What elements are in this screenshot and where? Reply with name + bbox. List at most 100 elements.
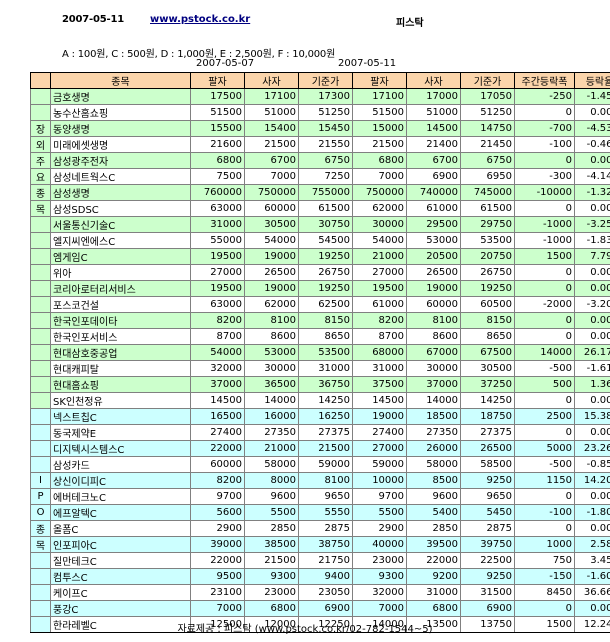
- table-row[interactable]: O에프알텍C560055005550550054005450-100-1.80%…: [30, 504, 610, 521]
- stock-name-cell[interactable]: 한국인포서비스: [50, 328, 191, 345]
- stock-name-cell[interactable]: 에프알텍C: [50, 504, 191, 521]
- cell-curr-sell: 6800: [352, 152, 407, 169]
- table-row[interactable]: 한라레벨C 12500 12000 12250 14000 13500 13750 1500 1…: [30, 616, 610, 633]
- cell-prev-sell: 37000: [190, 376, 245, 393]
- cell-curr-buy: 19000: [406, 280, 461, 297]
- stock-name-cell[interactable]: 포스코건설: [50, 296, 191, 313]
- table-row[interactable]: 금호생명 17500 17100 17300 17100 17000 17050 -250 -1…: [30, 88, 610, 105]
- stock-name-cell[interactable]: 코리아로터리서비스: [50, 280, 191, 297]
- stock-name-cell[interactable]: 한국인포데이타: [50, 312, 191, 329]
- stock-name-cell[interactable]: SK인천정유: [50, 392, 191, 409]
- table-row[interactable]: 장 동양생명 15500 15400 15450 15000 14500 14750 -700-…: [30, 120, 610, 137]
- stock-name-cell[interactable]: 넥스트칩C: [50, 408, 191, 425]
- stock-name-cell[interactable]: 엘지씨엔에스C: [50, 232, 191, 249]
- stock-name-cell[interactable]: 현대홈쇼핑: [50, 376, 191, 393]
- stock-name-cell[interactable]: 상신이디피C: [50, 472, 191, 489]
- header-curr-base[interactable]: 기준가: [460, 72, 515, 89]
- stock-name-cell[interactable]: 삼성광주전자: [50, 152, 191, 169]
- table-row[interactable]: 삼성카드 60000 58000 59000 59000 58000 58500 -500 -0…: [30, 456, 610, 473]
- cell-curr-base: 60500: [460, 296, 515, 313]
- stock-name-cell[interactable]: 삼성생명: [50, 184, 191, 201]
- stock-name-cell[interactable]: 컴투스C: [50, 568, 191, 585]
- stock-name-cell[interactable]: 현대캐피탈: [50, 360, 191, 377]
- table-row[interactable]: 넥스트칩C 16500 16000 16250 19000 18500 18750 2500 1…: [30, 408, 610, 425]
- stock-name-cell[interactable]: 올폼C: [50, 520, 191, 537]
- table-row[interactable]: 목 삼성SDSC 63000 60000 61500 62000 61000 61500 0 0.…: [30, 200, 610, 217]
- table-row[interactable]: SK인천정유 14500 14000 14250 14500 14000 14250 0 0.0…: [30, 392, 610, 409]
- stock-name-cell[interactable]: 농수산홈쇼핑: [50, 104, 191, 121]
- cell-change-rate: 0.00%: [574, 312, 610, 329]
- header-name[interactable]: 종목: [50, 72, 191, 89]
- table-row[interactable]: 케이프C 23100 23000 23050 32000 31000 31500 8450 36…: [30, 584, 610, 601]
- table-row[interactable]: 현대삼호중공업 54000 53000 53500 68000 67000 67500 140…: [30, 344, 610, 361]
- stock-name-cell[interactable]: 케이프C: [50, 584, 191, 601]
- stock-name-cell[interactable]: 에버테크노C: [50, 488, 191, 505]
- stock-name-cell[interactable]: 서울통신기술C: [50, 216, 191, 233]
- stock-name-cell[interactable]: 삼성네트웍스C: [50, 168, 191, 185]
- stock-name-cell[interactable]: 인포피아C: [50, 536, 191, 553]
- cell-weekly-change: 0: [514, 264, 575, 281]
- table-row[interactable]: 현대캐피탈 32000 30000 31000 31000 30000 30500 -500-…: [30, 360, 610, 377]
- previous-week-date: 2007-05-07: [196, 58, 255, 69]
- section-label-char: [30, 312, 51, 329]
- table-row[interactable]: 요 삼성네트웍스C 7500 7000 7250 7000 6900 6950 -300 -4.1…: [30, 168, 610, 185]
- header-weekly-change[interactable]: 주간등락폭: [514, 72, 575, 89]
- stock-name-cell[interactable]: 동국제약E: [50, 424, 191, 441]
- section-label-char: [30, 88, 51, 105]
- stock-name-cell[interactable]: 현대삼호중공업: [50, 344, 191, 361]
- stock-name-cell[interactable]: 엠게임C: [50, 248, 191, 265]
- cell-curr-buy: 67000: [406, 344, 461, 361]
- table-row[interactable]: 서울통신기술C 31000 30500 30750 30000 29500 29750 -10…: [30, 216, 610, 233]
- table-row[interactable]: 현대홈쇼핑 37000 36500 36750 37500 37000 37250 500 1.…: [30, 376, 610, 393]
- cell-prev-buy: 60000: [244, 200, 299, 217]
- stock-name-cell[interactable]: 질만테크C: [50, 552, 191, 569]
- table-row[interactable]: 엠게임C 19500 19000 19250 21000 20500 20750 1500 7.…: [30, 248, 610, 265]
- cell-prev-base: 8650: [298, 328, 353, 345]
- cell-weekly-change: 1500: [514, 616, 575, 633]
- cell-prev-buy: 8100: [244, 312, 299, 329]
- stock-name-cell[interactable]: 한라레벨C: [50, 616, 191, 633]
- header-curr-buy[interactable]: 사자: [406, 72, 461, 89]
- header-change-rate[interactable]: 등락율: [574, 72, 610, 89]
- pstock-website-link[interactable]: www.pstock.co.kr: [150, 14, 251, 25]
- table-row[interactable]: 코리아로터리서비스 19500 19000 19250 19500 19000 19250 0…: [30, 280, 610, 297]
- stock-name-cell[interactable]: 동양생명: [50, 120, 191, 137]
- cell-prev-sell: 63000: [190, 200, 245, 217]
- header-prev-sell[interactable]: 팔자: [190, 72, 245, 89]
- cell-weekly-change: 0: [514, 312, 575, 329]
- table-row[interactable]: 디지텍시스템스C 22000 21000 21500 27000 26000 26500 50…: [30, 440, 610, 457]
- table-row[interactable]: 농수산홈쇼핑 51500 51000 51250 51500 51000 51250 0 0.0…: [30, 104, 610, 121]
- stock-name-cell[interactable]: 삼성SDSC: [50, 200, 191, 217]
- table-row[interactable]: 목 인포피아C 39000 38500 38750 40000 39500 39750 1000…: [30, 536, 610, 553]
- header-prev-buy[interactable]: 사자: [244, 72, 299, 89]
- stock-name-cell[interactable]: 삼성카드: [50, 456, 191, 473]
- table-row[interactable]: P에버테크노C97009600965097009600965000.00%공모완…: [30, 488, 610, 505]
- table-row[interactable]: 동국제약E27400273502737527400273502737500.00…: [30, 424, 610, 441]
- stock-name-cell[interactable]: 위아: [50, 264, 191, 281]
- header-curr-sell[interactable]: 팔자: [352, 72, 407, 89]
- stock-name-cell[interactable]: 미래에셋생명: [50, 136, 191, 153]
- cell-weekly-change: -2000: [514, 296, 575, 313]
- table-row[interactable]: 질만테크C 22000 21500 21750 23000 22000 22500 750 3.…: [30, 552, 610, 569]
- table-row[interactable]: 종 삼성생명 760000 750000 755000 750000 740000 74500…: [30, 184, 610, 201]
- cell-change-rate: 0.00%: [574, 104, 610, 121]
- header-prev-base[interactable]: 기준가: [298, 72, 353, 89]
- table-row[interactable]: 엘지씨엔에스C 55000 54000 54500 54000 53000 53500 -10…: [30, 232, 610, 249]
- cell-weekly-change: 8450: [514, 584, 575, 601]
- cell-prev-buy: 36500: [244, 376, 299, 393]
- stock-name-cell[interactable]: 디지텍시스템스C: [50, 440, 191, 457]
- stock-name-cell[interactable]: 풍강C: [50, 600, 191, 617]
- table-row[interactable]: 포스코건설 63000 62000 62500 61000 60000 60500 -2000…: [30, 296, 610, 313]
- cell-prev-base: 31000: [298, 360, 353, 377]
- table-row[interactable]: 외 미래에셋생명 21600 21500 21550 21500 21400 21450 -10…: [30, 136, 610, 153]
- section-label-char: [30, 296, 51, 313]
- stock-name-cell[interactable]: 금호생명: [50, 88, 191, 105]
- table-row[interactable]: I 상신이디피C 8200 8000 8100 10000 8500 9250 1150 14.2…: [30, 472, 610, 489]
